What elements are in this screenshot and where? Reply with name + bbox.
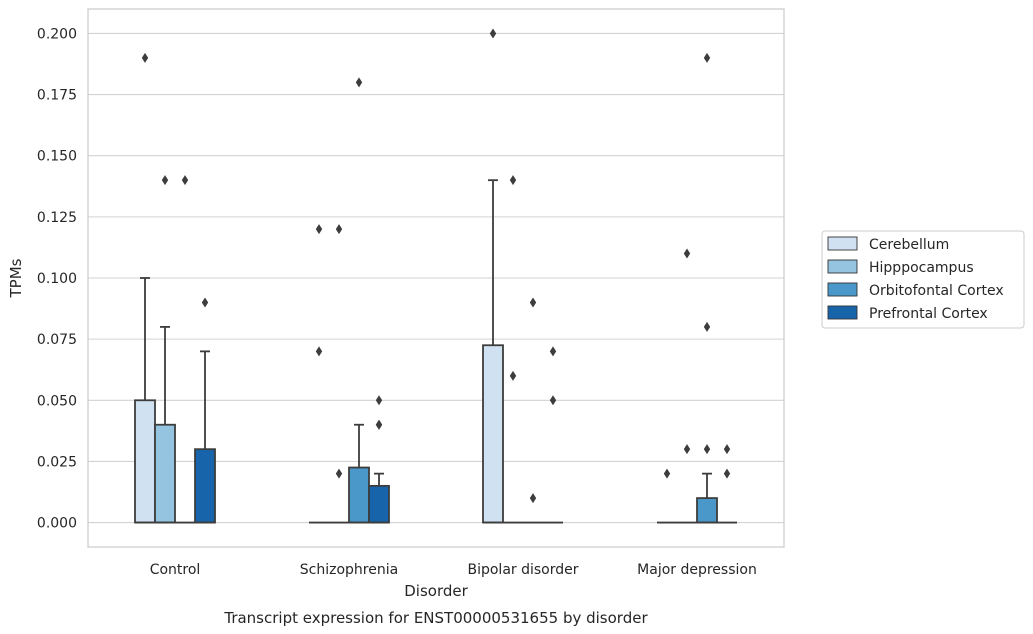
outlier-point <box>355 77 363 88</box>
outlier-point <box>315 224 323 235</box>
legend-label: Orbitofontal Cortex <box>869 283 1004 299</box>
legend-frame <box>821 230 1025 329</box>
box-group <box>677 248 697 524</box>
box-group <box>543 346 563 524</box>
y-tick-label: 0.100 <box>37 271 77 287</box>
box <box>154 423 176 524</box>
box-group <box>657 468 677 524</box>
outlier-point <box>161 175 169 186</box>
box <box>368 484 390 524</box>
box <box>134 399 156 524</box>
outlier-point <box>703 52 711 63</box>
outlier-point <box>683 444 691 455</box>
box-group <box>696 52 718 524</box>
y-axis-label: TPMs <box>7 258 25 298</box>
outlier-point <box>529 297 537 308</box>
box-group <box>194 297 216 524</box>
outlier-point <box>723 468 731 479</box>
box <box>482 344 504 524</box>
x-tick-label: Major depression <box>637 562 757 578</box>
box-group <box>309 224 329 524</box>
outlier-point <box>703 444 711 455</box>
y-tick-label: 0.075 <box>37 332 77 348</box>
outlier-point <box>509 175 517 186</box>
y-tick-label: 0.050 <box>37 393 77 409</box>
legend-label: Cerebellum <box>869 237 949 253</box>
outlier-point <box>549 346 557 357</box>
y-tick-labels: 0.000 0.025 0.050 0.075 0.100 0.125 0.150 0.175… <box>37 26 77 531</box>
x-axis-label: Disorder <box>404 582 468 600</box>
outlier-point <box>375 395 383 406</box>
outlier-point <box>549 395 557 406</box>
box-group <box>154 175 176 524</box>
y-tick-label: 0.200 <box>37 26 77 42</box>
outlier-point <box>663 468 671 479</box>
x-tick-label: Bipolar disorder <box>467 562 578 578</box>
legend-swatch <box>827 236 858 251</box>
outlier-point <box>315 346 323 357</box>
legend-swatch <box>827 282 858 297</box>
y-tick-label: 0.025 <box>37 454 77 470</box>
y-tick-label: 0.150 <box>37 149 77 165</box>
outlier-point <box>529 493 537 504</box>
box-group <box>503 175 523 524</box>
box-group <box>368 395 390 524</box>
outlier-point <box>375 419 383 430</box>
outlier-point <box>181 175 189 186</box>
y-tick-label: 0.125 <box>37 210 77 226</box>
box-group <box>523 297 543 524</box>
outlier-point <box>723 444 731 455</box>
legend-label: Hipppocampus <box>869 260 974 276</box>
box-group <box>717 444 737 524</box>
outlier-point <box>683 248 691 259</box>
outlier-point <box>335 224 343 235</box>
y-tick-label: 0.000 <box>37 516 77 532</box>
box <box>194 448 216 524</box>
box-group <box>175 175 195 524</box>
box <box>696 497 718 524</box>
outlier-point <box>509 370 517 381</box>
outlier-point <box>201 297 209 308</box>
box-group <box>134 52 156 524</box>
chart-caption: Transcript expression for ENST0000053165… <box>223 609 648 627</box>
box-group <box>482 28 504 524</box>
legend-label: Prefrontal Cortex <box>869 306 988 322</box>
x-tick-labels: Control Schizophrenia Bipolar disorder Majo… <box>150 562 757 578</box>
x-tick-label: Control <box>150 562 201 578</box>
legend: Cerebellum Hipppocampus Orbitofontal Corte… <box>821 230 1025 329</box>
box-group <box>329 224 349 524</box>
outlier-point <box>141 52 149 63</box>
outlier-point <box>489 28 497 39</box>
plot-frame <box>87 8 785 548</box>
legend-swatch <box>827 259 858 274</box>
y-tick-label: 0.175 <box>37 88 77 104</box>
x-tick-label: Schizophrenia <box>300 562 398 578</box>
box-layer <box>134 28 737 524</box>
legend-swatch <box>827 305 858 320</box>
outlier-point <box>703 321 711 332</box>
outlier-point <box>335 468 343 479</box>
box <box>348 466 370 524</box>
